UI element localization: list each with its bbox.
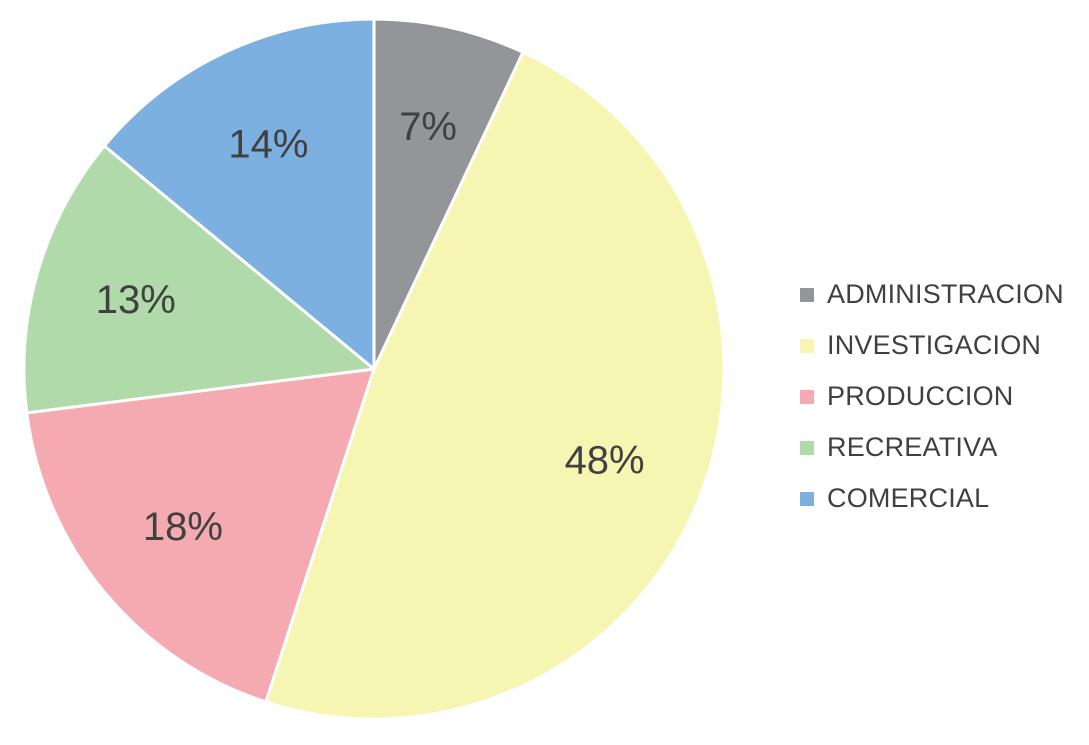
legend-item-comercial: COMERCIAL <box>800 483 1064 513</box>
data-label-recreativa: 13% <box>96 278 176 322</box>
legend-swatch-produccion <box>800 389 814 404</box>
legend-swatch-comercial <box>800 491 814 506</box>
pie-slice-produccion <box>25 367 376 704</box>
pie-slice-recreativa <box>22 144 376 415</box>
legend-label-administracion: ADMINISTRACION <box>827 279 1064 309</box>
legend-item-recreativa: RECREATIVA <box>800 432 1064 462</box>
pie-slice-administracion <box>372 17 525 371</box>
pie-slice-investigacion <box>264 50 726 721</box>
data-label-produccion: 18% <box>143 505 223 549</box>
legend: ADMINISTRACION INVESTIGACION PRODUCCION … <box>800 279 1064 513</box>
legend-label-recreativa: RECREATIVA <box>827 432 998 462</box>
legend-swatch-investigacion <box>800 338 814 353</box>
pie-slices <box>22 17 726 721</box>
legend-swatch-recreativa <box>800 440 814 455</box>
legend-item-investigacion: INVESTIGACION <box>800 330 1064 360</box>
legend-label-produccion: PRODUCCION <box>827 381 1014 411</box>
legend-label-investigacion: INVESTIGACION <box>827 330 1042 360</box>
legend-swatch-administracion <box>800 287 814 302</box>
data-label-investigacion: 48% <box>565 438 645 482</box>
legend-item-produccion: PRODUCCION <box>800 381 1064 411</box>
legend-item-administracion: ADMINISTRACION <box>800 279 1064 309</box>
pie-data-labels: 7% 48% 18% 13% 14% <box>96 105 645 549</box>
data-label-comercial: 14% <box>228 123 308 167</box>
data-label-administracion: 7% <box>399 105 457 149</box>
pie-slice-comercial <box>102 17 376 371</box>
legend-label-comercial: COMERCIAL <box>827 483 990 513</box>
